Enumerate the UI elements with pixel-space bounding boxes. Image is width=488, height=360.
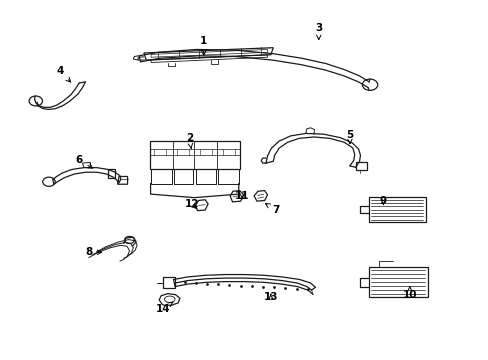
Text: 13: 13 — [263, 292, 278, 302]
Text: 6: 6 — [75, 155, 92, 168]
Text: 8: 8 — [85, 247, 102, 257]
Text: 1: 1 — [200, 36, 207, 55]
Text: 9: 9 — [379, 196, 386, 206]
Text: 2: 2 — [185, 133, 193, 148]
Text: 14: 14 — [155, 302, 173, 314]
Text: 5: 5 — [346, 130, 353, 144]
Text: 10: 10 — [402, 287, 416, 300]
Text: 4: 4 — [56, 66, 71, 82]
Text: 3: 3 — [314, 23, 322, 40]
Text: 11: 11 — [234, 191, 249, 201]
Text: 7: 7 — [265, 203, 279, 215]
Text: 12: 12 — [184, 199, 199, 209]
